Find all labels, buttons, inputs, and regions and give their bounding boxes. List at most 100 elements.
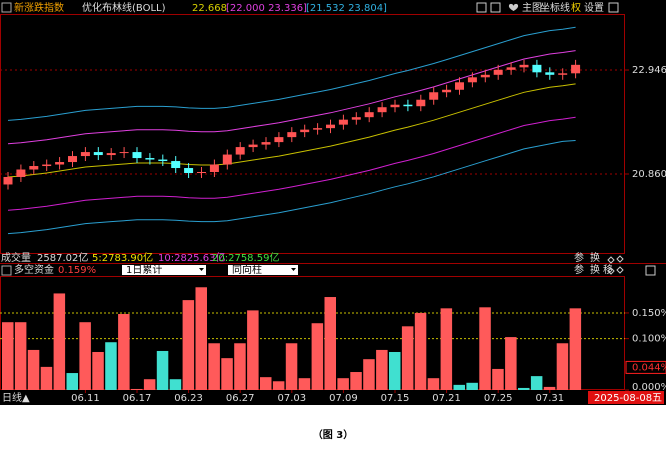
bar	[92, 351, 104, 390]
candle-body	[248, 144, 258, 148]
favorite[interactable]	[508, 3, 519, 11]
icon[interactable]	[607, 256, 615, 275]
help-icon[interactable]	[1, 265, 12, 276]
bar	[440, 308, 453, 390]
zoom-in[interactable]	[476, 2, 487, 13]
y-tick-label: 0.100%	[632, 334, 666, 345]
bar	[66, 373, 78, 390]
panel-tool[interactable]: 参	[574, 251, 584, 264]
icon[interactable]	[616, 255, 624, 274]
candle-body	[222, 154, 232, 165]
toolbar-button[interactable]: 主图	[522, 2, 542, 14]
candle-body	[390, 104, 400, 108]
candle-body	[429, 92, 439, 100]
bar	[169, 379, 182, 390]
value-marker	[625, 360, 666, 374]
bar	[2, 322, 14, 390]
candle-body	[184, 168, 194, 174]
bar	[453, 384, 465, 390]
candle-body	[493, 69, 503, 75]
x-tick-label: 06.27	[226, 393, 255, 404]
bar	[324, 297, 336, 390]
band-line	[7, 140, 576, 235]
candle-body	[171, 161, 181, 169]
panel-tool[interactable]: 换	[590, 251, 600, 264]
bar	[350, 372, 362, 390]
panel-tool[interactable]: 换	[590, 263, 600, 276]
toolbar-button[interactable]: 权	[571, 1, 581, 14]
y-tick-label: 20.860	[632, 169, 666, 180]
indicator-mid: 22.668	[192, 3, 227, 14]
bar	[131, 388, 143, 390]
candle-body	[506, 67, 516, 70]
bar	[40, 366, 53, 390]
bar	[105, 342, 117, 390]
candle-body	[338, 119, 348, 125]
panel-title: 新涨跌指数	[14, 1, 64, 14]
candle-body	[442, 89, 452, 93]
candle-body	[480, 74, 490, 78]
candle-body	[403, 104, 413, 107]
candle-body	[209, 164, 219, 173]
band-line	[7, 50, 576, 145]
bar	[530, 376, 543, 390]
candle-body	[274, 137, 284, 143]
bar	[247, 310, 259, 390]
band-line	[7, 116, 576, 211]
candle-body	[300, 129, 310, 133]
toolbar-button[interactable]: 设置	[584, 2, 604, 14]
select-box[interactable]	[228, 265, 298, 275]
bar	[195, 287, 207, 390]
date-box	[588, 391, 664, 404]
caption: （图 3）	[313, 428, 353, 441]
candle-body	[416, 99, 426, 107]
volume-label: 成交量	[1, 251, 31, 264]
bar	[272, 381, 285, 390]
zoom-out[interactable]	[490, 2, 501, 13]
sub-title: 多空资金	[14, 263, 54, 276]
bar	[427, 378, 440, 390]
candle-body	[119, 152, 129, 154]
candle-body	[519, 64, 529, 68]
bar	[143, 379, 156, 390]
select-box[interactable]	[122, 265, 206, 275]
window-icon[interactable]	[608, 2, 619, 13]
candle-body	[377, 107, 387, 113]
period-label[interactable]: 日线▲	[2, 391, 30, 404]
volume-ma: 5:2783.90亿	[92, 251, 153, 264]
cursor-weekday: 五	[652, 393, 662, 404]
close-icon[interactable]	[645, 265, 656, 276]
bar	[505, 337, 517, 390]
bar	[466, 382, 478, 390]
help-icon[interactable]	[1, 2, 12, 13]
bar	[14, 322, 27, 390]
x-tick-label: 07.03	[277, 393, 306, 404]
candle-body	[313, 128, 323, 130]
candle-body	[93, 152, 103, 156]
toolbar-button[interactable]: 坐标线	[540, 1, 570, 14]
bar	[492, 368, 504, 390]
candle-body	[3, 176, 13, 185]
indicator-inner: [22.000 23.336]	[226, 3, 307, 14]
candle-body	[545, 72, 555, 75]
candle-body	[364, 112, 374, 118]
panel-tool[interactable]: 移	[603, 263, 613, 276]
candle-body	[261, 142, 271, 145]
select-text[interactable]: 同向柱	[232, 263, 262, 276]
select-text[interactable]: 1日累计	[126, 263, 162, 276]
bar	[376, 349, 388, 390]
candle-body	[132, 152, 142, 159]
candle-body	[158, 159, 168, 162]
bar	[518, 387, 530, 390]
candle-body	[326, 124, 335, 129]
bar	[556, 343, 569, 390]
panel-tool[interactable]: 参	[574, 263, 584, 276]
bar	[118, 313, 130, 390]
bar	[298, 378, 311, 390]
candle-body	[351, 117, 361, 120]
indicator-outer: [21.532 23.804]	[306, 3, 387, 14]
candle-body	[68, 156, 77, 163]
candle-body	[29, 166, 39, 170]
bar	[221, 358, 233, 390]
bar	[285, 343, 298, 390]
